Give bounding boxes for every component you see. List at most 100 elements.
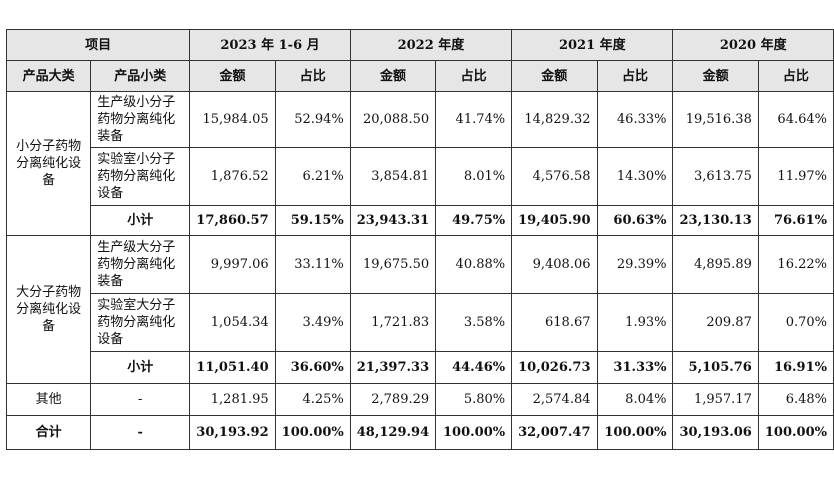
- table-row: 小分子药物分离纯化设备 生产级小分子药物分离纯化装备 15,984.05 52.…: [5, 91, 834, 236]
- cell-value: 5,105.76: [672, 351, 759, 384]
- cell-value: 16.91%: [757, 351, 834, 384]
- cell-value: 17,860.57: [189, 205, 276, 236]
- header-amount: 金额: [511, 60, 598, 92]
- subtotal-row: 小计 11,051.40 36.60% 21,397.33 44.46% 10,…: [7, 351, 834, 384]
- cell-value: 3.58%: [435, 293, 513, 352]
- total-sub: -: [90, 415, 191, 450]
- cell-value: 23,130.13: [672, 205, 759, 236]
- cell-value: 3,613.75: [672, 147, 759, 206]
- subtotal-row: 小计 17,860.57 59.15% 23,943.31 49.75% 19,…: [7, 205, 834, 236]
- cell-value: 100.00%: [757, 415, 834, 450]
- cell-value: 1,281.95: [189, 383, 276, 416]
- cell-value: 23,943.31: [349, 205, 437, 236]
- header-period-4: 2020 年度: [672, 29, 834, 61]
- cell-value: 1,054.34: [189, 293, 276, 352]
- cell-value: 1,721.83: [349, 293, 437, 352]
- group-name: 小分子药物分离纯化设备: [5, 91, 92, 236]
- cell-value: 3,854.81: [349, 147, 437, 206]
- cell-value: 46.33%: [596, 91, 674, 148]
- cell-value: 4,576.58: [511, 147, 598, 206]
- header-ratio: 占比: [435, 60, 513, 92]
- cell-value: 11.97%: [757, 147, 834, 206]
- cell-value: 64.64%: [757, 91, 834, 148]
- cell-value: 6.48%: [757, 383, 834, 416]
- cell-value: 1,957.17: [672, 383, 759, 416]
- cell-value: 100.00%: [435, 415, 513, 450]
- cell-value: 40.88%: [435, 235, 513, 294]
- group-name: 大分子药物分离纯化设备: [5, 235, 92, 384]
- cell-value: 20,088.50: [349, 91, 437, 148]
- table-row: 实验室小分子药物分离纯化设备 1,876.52 6.21% 3,854.81 8…: [7, 147, 834, 206]
- header-row-columns: 产品大类 产品小类 金额 占比 金额 占比 金额 占比 金额 占比: [5, 60, 834, 92]
- cell-value: 30,193.92: [189, 415, 276, 450]
- header-row-periods: 项目 2023 年 1-6 月 2022 年度 2021 年度 2020 年度: [5, 29, 834, 61]
- other-label: 其他: [5, 383, 92, 416]
- cell-value: 44.46%: [435, 351, 513, 384]
- sub-category: 实验室小分子药物分离纯化设备: [90, 147, 191, 206]
- table-row: 其他 - 1,281.95 4.25% 2,789.29 5.80% 2,574…: [5, 383, 834, 416]
- other-sub: -: [90, 383, 191, 416]
- cell-value: 14.30%: [596, 147, 674, 206]
- header-amount: 金额: [189, 60, 276, 92]
- cell-value: 209.87: [672, 293, 759, 352]
- header-amount: 金额: [349, 60, 437, 92]
- subtotal-label: 小计: [90, 351, 191, 384]
- header-period-1: 2023 年 1-6 月: [189, 29, 351, 61]
- cell-value: 6.21%: [274, 147, 351, 206]
- total-label: 合计: [5, 415, 92, 450]
- cell-value: 9,408.06: [511, 235, 598, 294]
- cell-value: 4.25%: [274, 383, 351, 416]
- cell-value: 10,026.73: [511, 351, 598, 384]
- cell-value: 29.39%: [596, 235, 674, 294]
- cell-value: 3.49%: [274, 293, 351, 352]
- cell-value: 19,675.50: [349, 235, 437, 294]
- cell-value: 14,829.32: [511, 91, 598, 148]
- header-ratio: 占比: [274, 60, 351, 92]
- cell-value: 15,984.05: [189, 91, 276, 148]
- cell-value: 76.61%: [757, 205, 834, 236]
- sub-category: 生产级大分子药物分离纯化装备: [90, 235, 191, 294]
- cell-value: 16.22%: [757, 235, 834, 294]
- cell-value: 33.11%: [274, 235, 351, 294]
- cell-value: 618.67: [511, 293, 598, 352]
- header-category-small: 产品小类: [90, 60, 191, 92]
- cell-value: 36.60%: [274, 351, 351, 384]
- cell-value: 0.70%: [757, 293, 834, 352]
- header-ratio: 占比: [757, 60, 834, 92]
- cell-value: 59.15%: [274, 205, 351, 236]
- cell-value: 100.00%: [274, 415, 351, 450]
- cell-value: 100.00%: [596, 415, 674, 450]
- cell-value: 30,193.06: [672, 415, 759, 450]
- sub-category: 生产级小分子药物分离纯化装备: [90, 91, 191, 148]
- subtotal-label: 小计: [90, 205, 191, 236]
- total-row: 合计 - 30,193.92 100.00% 48,129.94 100.00%…: [5, 415, 834, 450]
- cell-value: 11,051.40: [189, 351, 276, 384]
- cell-value: 60.63%: [596, 205, 674, 236]
- revenue-breakdown-table: 项目 2023 年 1-6 月 2022 年度 2021 年度 2020 年度 …: [5, 29, 834, 450]
- cell-value: 41.74%: [435, 91, 513, 148]
- header-item: 项目: [5, 29, 191, 61]
- cell-value: 4,895.89: [672, 235, 759, 294]
- cell-value: 52.94%: [274, 91, 351, 148]
- cell-value: 48,129.94: [349, 415, 437, 450]
- cell-value: 49.75%: [435, 205, 513, 236]
- table-row: 大分子药物分离纯化设备 生产级大分子药物分离纯化装备 9,997.06 33.1…: [5, 235, 834, 384]
- header-period-2: 2022 年度: [349, 29, 513, 61]
- header-category-big: 产品大类: [5, 60, 92, 92]
- cell-value: 1.93%: [596, 293, 674, 352]
- cell-value: 1,876.52: [189, 147, 276, 206]
- cell-value: 8.01%: [435, 147, 513, 206]
- cell-value: 21,397.33: [349, 351, 437, 384]
- cell-value: 5.80%: [435, 383, 513, 416]
- cell-value: 9,997.06: [189, 235, 276, 294]
- header-amount: 金额: [672, 60, 759, 92]
- header-ratio: 占比: [596, 60, 674, 92]
- header-period-3: 2021 年度: [511, 29, 674, 61]
- cell-value: 2,574.84: [511, 383, 598, 416]
- cell-value: 8.04%: [596, 383, 674, 416]
- sub-category: 实验室大分子药物分离纯化设备: [90, 293, 191, 352]
- cell-value: 19,405.90: [511, 205, 598, 236]
- cell-value: 2,789.29: [349, 383, 437, 416]
- table-row: 实验室大分子药物分离纯化设备 1,054.34 3.49% 1,721.83 3…: [7, 293, 834, 352]
- cell-value: 31.33%: [596, 351, 674, 384]
